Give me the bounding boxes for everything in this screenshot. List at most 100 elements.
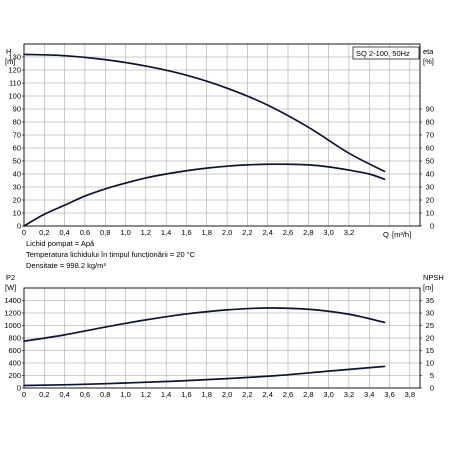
bottom-x-tick-label: 2,8: [303, 390, 313, 399]
top-left-tick-label: 50: [13, 157, 21, 166]
top-left-tick-label: 0: [17, 222, 21, 231]
top-left-tick-label: 130: [8, 53, 21, 62]
top-x-tick-label: 3,2: [344, 228, 354, 237]
top-right-tick-label: 20: [426, 196, 434, 205]
top-x-axis-title: Q: [383, 230, 389, 239]
bottom-right-axis-unit: [m]: [423, 283, 433, 292]
top-right-tick-label: 70: [426, 131, 434, 140]
bottom-left-tick-label: 600: [8, 346, 21, 355]
top-left-tick-label: 70: [13, 131, 21, 140]
bottom-right-tick-label: 35: [426, 296, 434, 305]
bottom-x-tick-label: 0,8: [100, 390, 110, 399]
top-x-tick-label: 2,8: [303, 228, 313, 237]
bottom-left-tick-label: 200: [8, 371, 21, 380]
top-right-tick-label: 30: [426, 183, 434, 192]
bottom-right-tick-label: 30: [426, 309, 434, 318]
bottom-x-tick-label: 3,8: [405, 390, 415, 399]
top-right-tick-label: 80: [426, 118, 434, 127]
top-x-tick-label: 2,0: [222, 228, 232, 237]
top-x-tick-label: 0,2: [39, 228, 49, 237]
bottom-curve-0: [23, 307, 386, 342]
top-left-tick-label: 100: [8, 92, 21, 101]
bottom-x-tick-label: 2,4: [262, 390, 272, 399]
top-right-axis-title: eta: [423, 47, 434, 56]
top-left-tick-label: 90: [13, 105, 21, 114]
top-left-tick-label: 30: [13, 183, 21, 192]
top-x-tick-label: 1,2: [141, 228, 151, 237]
top-x-tick-label: 1,8: [202, 228, 212, 237]
power-npsh-panel: P2 [W] NPSH [m] 0 0,2 0,4 0,6 0,8 1,0 1,2 1,4 1,…: [4, 273, 444, 399]
bottom-left-tick-label: 800: [8, 334, 21, 343]
bottom-left-tick-label: 1000: [4, 321, 21, 330]
bottom-x-tick-label: 3,4: [364, 390, 374, 399]
bottom-right-tick-label: 20: [426, 334, 434, 343]
top-left-tick-label: 40: [13, 170, 21, 179]
fluid-info-line-2: Temperatura lichidului în timpul funcţio…: [26, 250, 196, 259]
top-right-tick-label: 90: [426, 105, 434, 114]
top-curve-0: [23, 53, 386, 173]
top-left-tick-label: 110: [9, 79, 21, 88]
model-label: SQ 2-100, 50Hz: [356, 49, 410, 58]
bottom-x-tick-label: 1,4: [161, 390, 171, 399]
fluid-info-line-1: Lichid pompat = Apă: [26, 239, 95, 248]
top-x-tick-label: 0,6: [80, 228, 90, 237]
top-x-tick-label: 2,4: [262, 228, 272, 237]
bottom-right-tick-label: 5: [430, 371, 434, 380]
top-x-tick-label: 1,6: [181, 228, 191, 237]
bottom-left-axis-title: P2: [6, 273, 15, 282]
top-grid: [24, 44, 420, 226]
fluid-info-line-3: Densitate = 998.2 kg/m³: [26, 261, 106, 270]
bottom-right-axis-title: NPSH: [423, 273, 444, 282]
bottom-x-tick-label: 2,2: [242, 390, 252, 399]
top-x-tick-label: 2,6: [283, 228, 293, 237]
bottom-right-tick-label: 10: [426, 359, 434, 368]
top-left-tick-label: 120: [8, 66, 21, 75]
bottom-right-tick-label: 0: [430, 384, 434, 393]
top-right-tick-label: 10: [426, 209, 434, 218]
bottom-x-tick-label: 0,6: [80, 390, 90, 399]
top-left-tick-label: 10: [13, 209, 21, 218]
bottom-left-tick-label: 400: [8, 359, 21, 368]
bottom-x-tick-label: 1,6: [181, 390, 191, 399]
model-label-box: [352, 46, 420, 60]
top-x-tick-label: 2,2: [242, 228, 252, 237]
bottom-x-tick-label: 0,4: [59, 390, 69, 399]
bottom-right-tick-label: 25: [426, 321, 434, 330]
bottom-x-tick-label: 1,8: [202, 390, 212, 399]
top-x-tick-label: 0: [22, 228, 26, 237]
bottom-x-tick-label: 2,6: [283, 390, 293, 399]
bottom-x-tick-label: 2,0: [222, 390, 232, 399]
top-left-axis-unit: [m]: [5, 57, 15, 66]
top-left-tick-label: 60: [13, 144, 21, 153]
top-curve-1: [23, 163, 386, 227]
top-right-tick-label: 60: [426, 144, 434, 153]
bottom-x-tick-label: 1,2: [141, 390, 151, 399]
bottom-left-tick-label: 1200: [4, 309, 21, 318]
top-right-axis-unit: [%]: [423, 57, 434, 66]
fluid-info: Lichid pompat = Apă Temperatura lichidul…: [26, 239, 196, 270]
top-left-tick-label: 20: [13, 196, 21, 205]
bottom-left-tick-label: 0: [17, 384, 21, 393]
top-left-axis-title: H: [6, 47, 11, 56]
bottom-x-tick-label: 3,6: [384, 390, 394, 399]
top-x-tick-label: 1,0: [120, 228, 130, 237]
bottom-curve-1: [23, 365, 386, 387]
bottom-x-tick-label: 0: [22, 390, 26, 399]
bottom-left-axis-unit: [W]: [5, 283, 16, 292]
top-x-tick-label: 0,4: [59, 228, 69, 237]
top-left-tick-label: 80: [13, 118, 21, 127]
bottom-right-tick-label: 15: [426, 346, 434, 355]
top-x-tick-label: 3,0: [323, 228, 333, 237]
top-right-tick-label: 40: [426, 170, 434, 179]
top-x-tick-label: 0,8: [100, 228, 110, 237]
bottom-left-tick-label: 1400: [4, 296, 21, 305]
top-right-tick-label: 50: [426, 157, 434, 166]
bottom-x-tick-label: 0,2: [39, 390, 49, 399]
top-x-tick-label: 1,4: [161, 228, 171, 237]
top-x-axis-unit: [m³/h]: [392, 230, 411, 239]
bottom-x-tick-label: 3,0: [323, 390, 333, 399]
bottom-grid: [24, 288, 420, 388]
top-right-tick-label: 0: [430, 222, 434, 231]
